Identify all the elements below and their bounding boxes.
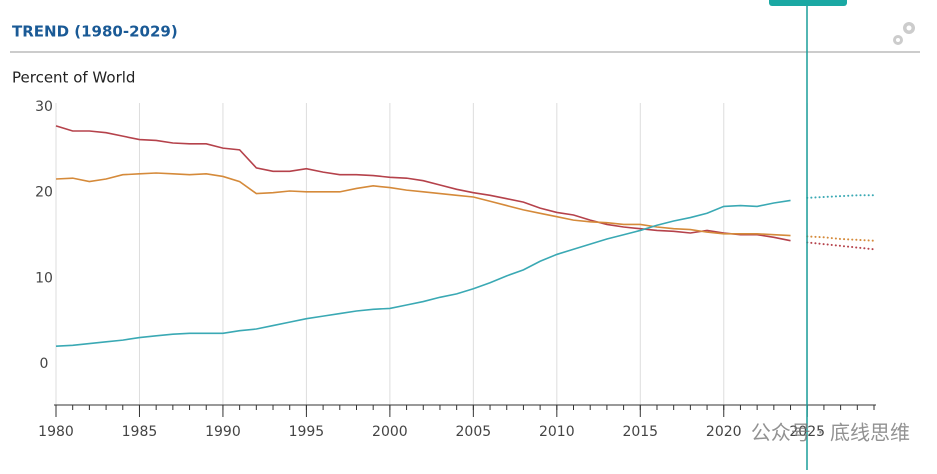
plot: 1980 1985 1990 1995 2000 2005 2010 2015 2020 2025… (35, 99, 876, 440)
x-tick-label: 1985 (122, 424, 158, 440)
y-tick-label: 10 (35, 270, 53, 286)
y-axis-title: Percent of World (12, 69, 135, 87)
y-tick-label: 20 (35, 185, 53, 201)
x-tick-label: 1980 (38, 424, 74, 440)
x-tick-label: 1995 (289, 424, 325, 440)
series-line (55, 199, 791, 347)
series-line (55, 125, 791, 242)
series-line (806, 194, 875, 199)
x-tick-label: 1990 (205, 424, 241, 440)
x-tick-label: 2020 (706, 424, 742, 440)
cursor-handle[interactable] (769, 0, 847, 6)
y-tick-label: 30 (35, 99, 53, 115)
x-tick-label: 2010 (539, 424, 575, 440)
y-tick-label: 0 (40, 356, 49, 372)
x-tick-label: 2000 (372, 424, 408, 440)
series-line (806, 235, 875, 242)
x-tick-label: 2005 (456, 424, 492, 440)
settings-icon[interactable] (893, 22, 915, 45)
watermark: 公众号 · 底线思维 (751, 421, 910, 445)
series-line (806, 241, 875, 251)
x-tick-label: 2015 (622, 424, 658, 440)
chart-title: TREND (1980-2029) (12, 23, 178, 41)
series-line (55, 172, 791, 237)
